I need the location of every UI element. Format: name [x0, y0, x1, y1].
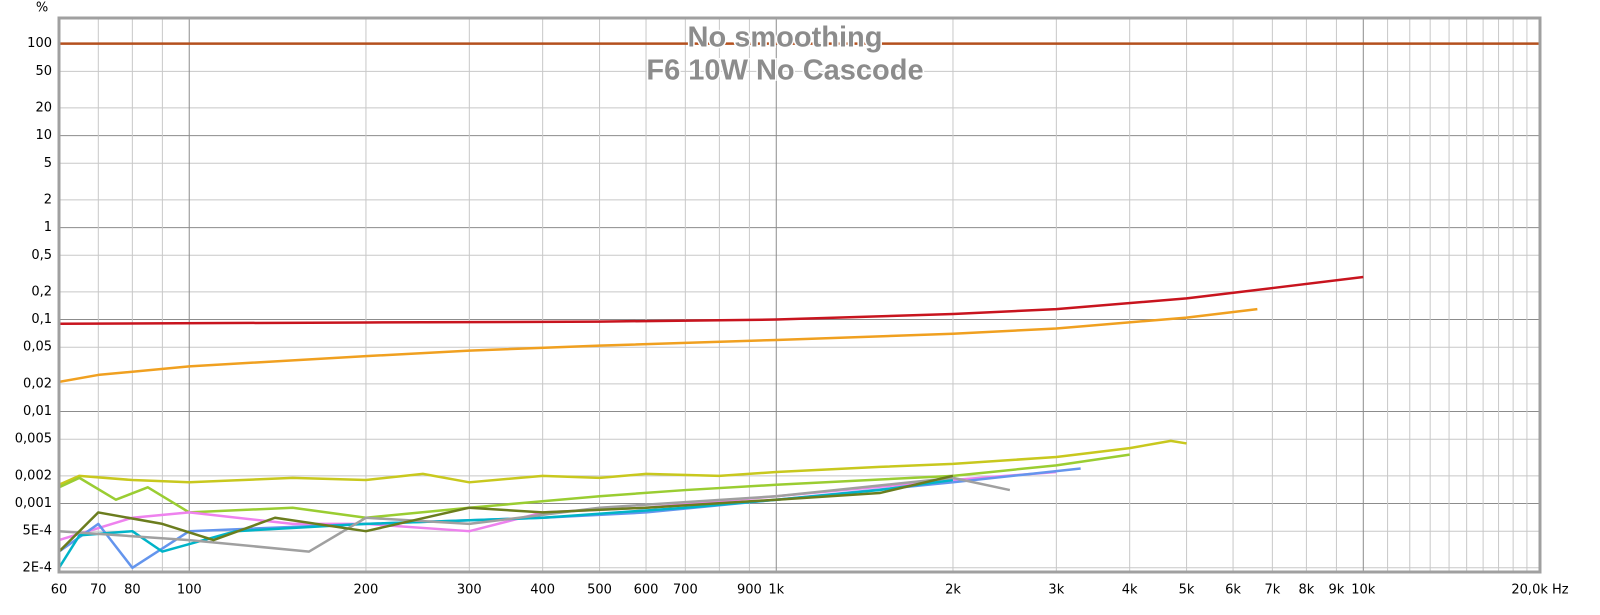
series-line: [59, 476, 1011, 553]
y-tick-label: 0,01: [23, 404, 52, 419]
y-tick-label: 50: [35, 64, 52, 79]
y-tick-label: 0,001: [15, 496, 52, 511]
y-tick-label: 0,1: [31, 312, 52, 327]
x-tick-label: 1k: [768, 583, 784, 598]
x-tick-label: 70: [90, 583, 107, 598]
x-tick-label: 200: [354, 583, 379, 598]
series-line: [59, 439, 1187, 486]
chart-subtitle: F6 10W No Cascode: [646, 55, 923, 87]
y-tick-label: 0,002: [15, 468, 52, 483]
x-tick-label: 4k: [1122, 583, 1138, 598]
y-tick-label: 0,005: [15, 432, 52, 447]
x-tick-label: 60: [51, 583, 68, 598]
x-tick-label: 7k: [1264, 583, 1280, 598]
plot-area: [59, 18, 1540, 572]
plot-border: [57, 16, 1542, 574]
series-line: [59, 307, 1258, 384]
y-tick-label: 2: [44, 192, 52, 207]
y-tick-label: 0,5: [31, 248, 52, 263]
x-tick-label: 6k: [1225, 583, 1241, 598]
x-tick-label: 3k: [1048, 583, 1064, 598]
x-tick-label: 80: [124, 583, 141, 598]
x-tick-label: 400: [530, 583, 555, 598]
series-line: [59, 474, 954, 553]
y-tick-label: 0,02: [23, 376, 52, 391]
x-tick-label: 9k: [1329, 583, 1345, 598]
chart-title: No smoothing: [688, 22, 883, 54]
y-tick-label: 5: [44, 156, 52, 171]
y-axis-label: %: [36, 1, 48, 16]
y-tick-label: 5E-4: [23, 524, 52, 539]
x-tick-label: 8k: [1298, 583, 1314, 598]
series-line: [59, 275, 1364, 326]
x-tick-label: 20,0k Hz: [1511, 583, 1568, 598]
y-tick-label: 2E-4: [23, 560, 52, 575]
x-tick-label: 700: [673, 583, 698, 598]
y-tick-label: 10: [35, 128, 52, 143]
y-tick-label: 20: [35, 100, 52, 115]
x-tick-label: 500: [587, 583, 612, 598]
series-group: [59, 42, 1540, 570]
y-tick-label: 0,2: [31, 284, 52, 299]
x-tick-label: 5k: [1179, 583, 1195, 598]
y-tick-label: 1: [44, 220, 52, 235]
x-tick-label: 900: [737, 583, 762, 598]
series-line: [59, 453, 1130, 519]
x-tick-label: 10k: [1351, 583, 1376, 598]
x-tick-label: 600: [634, 583, 659, 598]
y-tick-label: 100: [27, 36, 52, 51]
y-tick-label: 0,05: [23, 340, 52, 355]
x-tick-label: 300: [457, 583, 482, 598]
x-tick-label: 100: [177, 583, 202, 598]
x-tick-label: 2k: [945, 583, 961, 598]
